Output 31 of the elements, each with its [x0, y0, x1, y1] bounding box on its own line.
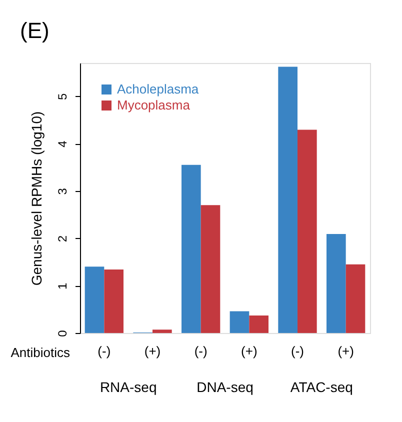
y-tick-label: 1: [56, 282, 70, 290]
y-tick-label: 4: [56, 140, 70, 148]
text: Antibiotics: [10, 345, 70, 360]
chart-title: (E): [20, 18, 50, 43]
bar: [298, 130, 317, 333]
bar: [200, 205, 220, 333]
x-tick-label: (-): [194, 344, 208, 358]
x-tick-label: (-): [291, 344, 304, 358]
bar: [182, 164, 201, 333]
bar: [104, 270, 124, 333]
bar: [230, 311, 250, 333]
x-tick-label: (+): [144, 344, 161, 358]
x-tick-label: (+): [241, 344, 258, 358]
bar: [326, 234, 346, 333]
y-tick-label: 5: [56, 93, 70, 100]
bar: [249, 315, 268, 333]
bar: [84, 266, 104, 333]
y-axis-title: Genus-level RPMHs (log10): [28, 111, 44, 286]
legend-label: Acholeplasma: [117, 82, 200, 96]
bar: [346, 264, 366, 333]
legend-label: Mycoplasma: [117, 98, 191, 112]
y-tick-label: 0: [56, 330, 70, 337]
text: DNA-seq: [196, 379, 254, 395]
bar: [278, 66, 298, 333]
y-tick-label: 3: [56, 188, 70, 195]
bar: [152, 330, 172, 333]
x-tick-label: (-): [98, 344, 111, 358]
x-tick-label: (+): [338, 344, 354, 358]
text: RNA-seq: [100, 379, 157, 395]
text: ATAC-seq: [290, 379, 353, 395]
y-tick-label: 2: [56, 235, 70, 242]
